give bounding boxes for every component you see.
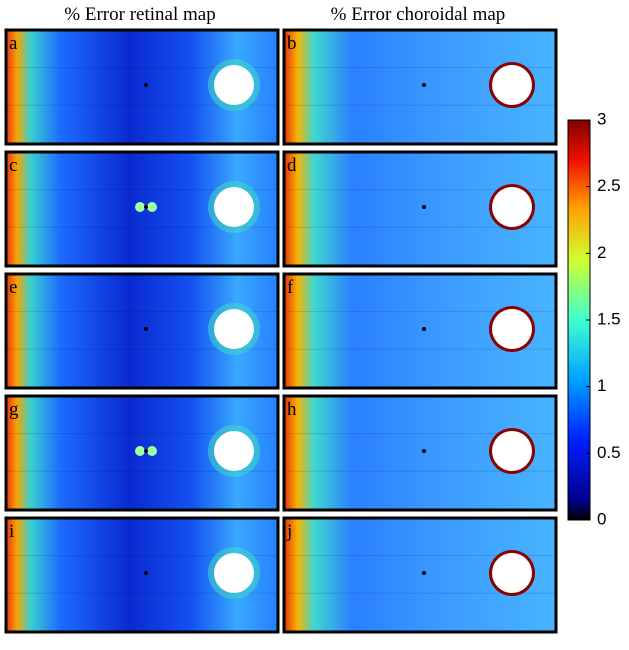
optic-disc bbox=[214, 65, 254, 105]
panel-label: e bbox=[9, 277, 17, 298]
panel-frame bbox=[4, 272, 280, 390]
optic-disc bbox=[214, 553, 254, 593]
fovea-dot bbox=[422, 327, 426, 331]
panel: a bbox=[4, 28, 280, 146]
panel-label: d bbox=[287, 155, 297, 176]
fovea-dot bbox=[422, 83, 426, 87]
fovea-dot bbox=[144, 571, 148, 575]
tick-label: 0 bbox=[597, 509, 606, 528]
panel: f bbox=[282, 272, 558, 390]
fovea-spot bbox=[147, 446, 157, 456]
panel: j bbox=[282, 516, 558, 634]
panel-frame bbox=[4, 394, 280, 512]
fovea-dot bbox=[144, 205, 148, 209]
panel: b bbox=[282, 28, 558, 146]
optic-disc bbox=[492, 65, 532, 105]
colorbar: 0 0.5 1 1.5 2 2.5 3 bbox=[567, 109, 621, 528]
tick-label: 2.5 bbox=[597, 176, 621, 195]
optic-disc bbox=[214, 309, 254, 349]
fovea-spot bbox=[135, 202, 145, 212]
panel-frame bbox=[282, 150, 558, 268]
panel-label: a bbox=[9, 33, 18, 54]
fovea-dot bbox=[144, 83, 148, 87]
fovea-dot bbox=[144, 327, 148, 331]
tick-label: 2 bbox=[597, 243, 606, 262]
panel-frame bbox=[4, 28, 280, 146]
panel: g bbox=[4, 394, 280, 512]
panel: i bbox=[4, 516, 280, 634]
panel-label: i bbox=[9, 521, 14, 542]
panel: d bbox=[282, 150, 558, 268]
optic-disc bbox=[214, 431, 254, 471]
panel-label: f bbox=[287, 277, 294, 298]
panel-label: g bbox=[9, 399, 19, 420]
fovea-spot bbox=[135, 446, 145, 456]
panel: h bbox=[282, 394, 558, 512]
panel-frame bbox=[282, 272, 558, 390]
tick-label: 0.5 bbox=[597, 443, 621, 462]
column-title: % Error choroidal map bbox=[331, 4, 506, 25]
optic-disc bbox=[492, 431, 532, 471]
fovea-dot bbox=[144, 449, 148, 453]
tick-label: 1.5 bbox=[597, 309, 621, 328]
fovea-dot bbox=[422, 571, 426, 575]
optic-disc bbox=[492, 553, 532, 593]
panel-frame bbox=[282, 516, 558, 634]
fovea-dot bbox=[422, 449, 426, 453]
column-title: % Error retinal map bbox=[64, 4, 215, 25]
tick-label: 3 bbox=[597, 109, 606, 128]
panel-label: c bbox=[9, 155, 17, 176]
panel-label: j bbox=[286, 521, 292, 542]
optic-disc bbox=[492, 309, 532, 349]
panel-frame bbox=[282, 28, 558, 146]
fovea-dot bbox=[422, 205, 426, 209]
tick-label: 1 bbox=[597, 376, 606, 395]
panel-label: h bbox=[287, 399, 297, 420]
panel-frame bbox=[4, 150, 280, 268]
panel-label: b bbox=[287, 33, 297, 54]
panel-frame bbox=[4, 516, 280, 634]
panel-frame bbox=[282, 394, 558, 512]
fovea-spot bbox=[147, 202, 157, 212]
panel: e bbox=[4, 272, 280, 390]
optic-disc bbox=[214, 187, 254, 227]
optic-disc bbox=[492, 187, 532, 227]
panel: c bbox=[4, 150, 280, 268]
panels: a b c d e f g h i j bbox=[4, 28, 558, 634]
